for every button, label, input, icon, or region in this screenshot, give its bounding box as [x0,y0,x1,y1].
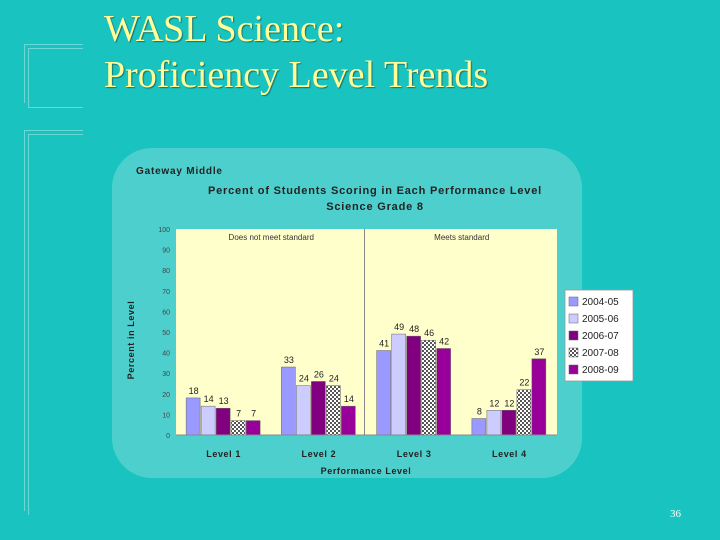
data-label: 22 [519,378,529,388]
legend-label: 2004-05 [582,297,619,308]
legend-label: 2005-06 [582,314,619,325]
chart-school-name: Gateway Middle [136,166,223,177]
y-tick-label: 80 [162,268,170,275]
bar [200,405,216,436]
annotation-meets: Meets standard [434,233,489,242]
bar [391,333,406,436]
legend-swatch [568,296,579,307]
y-tick-label: 50 [162,330,170,337]
data-label: 48 [409,324,419,334]
data-label: 12 [489,398,499,408]
chart-title: Percent of Students Scoring in Each Perf… [208,185,542,197]
bar [281,366,296,436]
data-label: 26 [314,369,324,379]
legend-label: 2006-07 [582,331,619,342]
y-tick-label: 90 [162,248,170,255]
legend-label: 2007-08 [582,348,619,359]
slide-title-line1: WASL Science: [104,8,345,50]
bar [516,389,532,436]
page-number: 36 [670,508,681,520]
x-axis-label: Performance Level [321,466,412,476]
legend-swatch [568,364,579,375]
bar [245,420,261,436]
bar [230,420,246,436]
annotation-does-not-meet: Does not meet standard [229,233,314,242]
data-label: 37 [534,347,544,357]
chart-subtitle: Science Grade 8 [326,201,424,213]
x-category-label: Level 4 [492,449,527,459]
bar [185,397,201,436]
y-tick-label: 40 [162,351,170,358]
y-tick-label: 10 [162,412,170,419]
data-label: 41 [379,339,389,349]
bar [296,385,311,436]
x-category-label: Level 3 [397,449,432,459]
data-label: 33 [284,355,294,365]
data-label: 13 [219,396,229,406]
data-label: 14 [204,394,214,404]
bar [436,348,451,436]
x-category-label: Level 2 [302,449,337,459]
corner-decoration [28,48,83,108]
bar [311,381,326,436]
bar [471,418,487,436]
bar [421,339,436,436]
slide-title: WASL Science: Proficiency Level Trends [104,6,488,98]
y-tick-label: 70 [162,289,170,296]
data-label: 49 [394,322,404,332]
data-label: 46 [424,328,434,338]
plot-area [176,229,557,435]
side-decoration [24,130,83,511]
y-tick-label: 60 [162,309,170,316]
slide-title-line2: Proficiency Level Trends [104,54,489,96]
legend-swatch [568,313,579,324]
data-label: 24 [329,374,339,384]
bar [376,350,391,436]
corner-decoration [24,44,83,103]
data-label: 8 [477,407,482,417]
side-decoration [28,134,83,515]
y-tick-label: 0 [166,433,170,440]
bar [501,410,517,436]
y-tick-label: 20 [162,392,170,399]
legend-label: 2008-09 [582,365,619,376]
data-label: 12 [504,398,514,408]
x-category-label: Level 1 [206,449,241,459]
bar [531,358,547,436]
bar [215,407,231,436]
y-tick-label: 30 [162,371,170,378]
data-label: 7 [236,409,241,419]
data-label: 24 [299,374,309,384]
legend-swatch [568,330,579,341]
legend-swatch [568,347,579,358]
data-label: 7 [251,409,256,419]
data-label: 18 [189,386,199,396]
y-axis-label: Percent in Level [126,301,136,380]
bar [486,410,502,436]
data-label: 14 [344,394,354,404]
bar [341,405,356,436]
bar [406,335,421,436]
y-tick-label: 100 [158,227,170,234]
data-label: 42 [439,336,449,346]
bar [326,385,341,436]
